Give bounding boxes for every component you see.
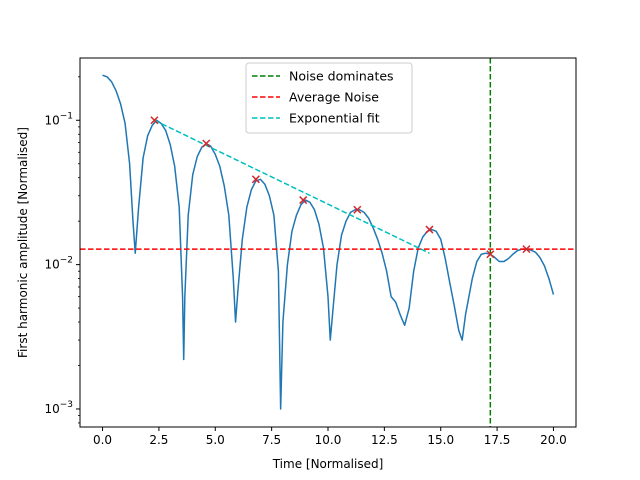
- peak-marker-stroke: [150, 116, 159, 125]
- x-tick-label: 10.0: [315, 433, 342, 447]
- exponential-fit-line: [154, 119, 430, 254]
- x-tick-label: 12.5: [371, 433, 398, 447]
- signal-line: [102, 74, 555, 410]
- x-tick-label: 0.0: [93, 433, 112, 447]
- peak-marker: [486, 250, 495, 259]
- x-tick-label: 15.0: [427, 433, 454, 447]
- peak-marker: [251, 175, 260, 184]
- peak-marker-stroke: [202, 139, 211, 148]
- legend-label-noise-dominates: Noise dominates: [289, 69, 394, 84]
- peak-marker: [522, 245, 531, 254]
- y-tick-label: 10−1: [44, 111, 73, 127]
- y-axis-label: First harmonic amplitude [Normalised]: [16, 127, 30, 358]
- peak-marker-stroke: [486, 250, 495, 259]
- peak-marker: [299, 196, 308, 205]
- y-tick-label: 10−3: [44, 400, 73, 416]
- plot-layer: [80, 58, 576, 427]
- peak-marker: [425, 225, 434, 234]
- x-axis-label: Time [Normalised]: [272, 457, 384, 471]
- x-tick-label: 5.0: [206, 433, 225, 447]
- peak-marker-stroke: [299, 196, 308, 205]
- legend-box: [245, 62, 413, 134]
- x-tick-label: 2.5: [149, 433, 168, 447]
- x-tick-label: 7.5: [262, 433, 281, 447]
- peak-marker-stroke: [353, 205, 362, 214]
- plot-area: [80, 58, 576, 427]
- peak-marker: [150, 116, 159, 125]
- peak-marker: [353, 205, 362, 214]
- peak-marker-stroke: [251, 175, 260, 184]
- x-tick-label: 17.5: [484, 433, 511, 447]
- peak-marker-stroke: [522, 245, 531, 254]
- peak-marker: [202, 139, 211, 148]
- legend-label-exponential-fit: Exponential fit: [289, 111, 380, 126]
- peak-marker-stroke: [425, 225, 434, 234]
- legend: Noise dominates Average Noise Exponentia…: [245, 62, 413, 134]
- x-tick-label: 20.0: [540, 433, 567, 447]
- legend-label-average-noise: Average Noise: [289, 90, 379, 105]
- ticks-layer: 0.0 2.5 5.0 7.5 10.0 12.5 15.0 17.5 20.0 10−3 10−2…: [44, 76, 567, 447]
- y-tick-label: 10−2: [44, 256, 73, 272]
